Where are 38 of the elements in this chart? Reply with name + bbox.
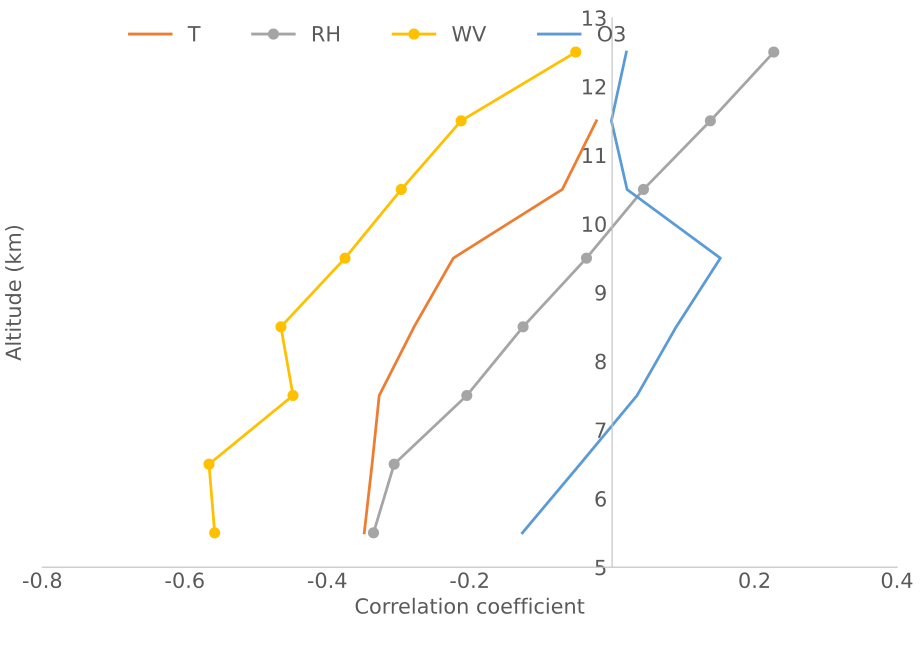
point — [368, 527, 380, 538]
point — [209, 527, 220, 538]
x-tick-label: 0.2 — [739, 572, 770, 588]
y-axis-title: Altitude (km) — [5, 226, 24, 361]
point — [275, 321, 286, 332]
x-tick-label: -0.2 — [450, 572, 488, 588]
y-tick-label: 11 — [583, 148, 606, 164]
y-tick-label: 9 — [595, 284, 606, 301]
y-tick-label: 5 — [596, 560, 606, 576]
y-tick-label: 13 — [583, 10, 606, 26]
legend-label: T — [188, 26, 201, 42]
point — [456, 115, 467, 126]
point — [570, 46, 582, 58]
y-tick-label: 12 — [583, 78, 606, 94]
point — [339, 252, 351, 264]
point — [638, 184, 649, 196]
point — [287, 390, 299, 402]
x-axis-title: Correlation coefficient — [356, 598, 584, 614]
legend-label: O3 — [598, 26, 625, 42]
x-tick-label: -0.6 — [165, 572, 204, 588]
legend-label: RH — [312, 26, 340, 42]
x-tick-label: -0.8 — [23, 572, 62, 588]
point — [461, 390, 472, 402]
point — [396, 184, 407, 196]
y-tick-label: 7 — [596, 422, 606, 438]
y-tick-label: 8 — [595, 354, 606, 370]
point — [203, 458, 215, 470]
y-tick-label: 10 — [583, 216, 606, 232]
x-tick-label: -0.4 — [308, 572, 346, 588]
point — [388, 458, 400, 470]
y-tick-label: 6 — [595, 490, 606, 507]
legend-label: WV — [452, 26, 486, 42]
point — [580, 252, 592, 264]
point — [768, 46, 780, 58]
line-series — [520, 50, 722, 534]
point — [518, 321, 529, 332]
x-tick-label: 0.4 — [882, 572, 912, 588]
point — [704, 115, 716, 126]
